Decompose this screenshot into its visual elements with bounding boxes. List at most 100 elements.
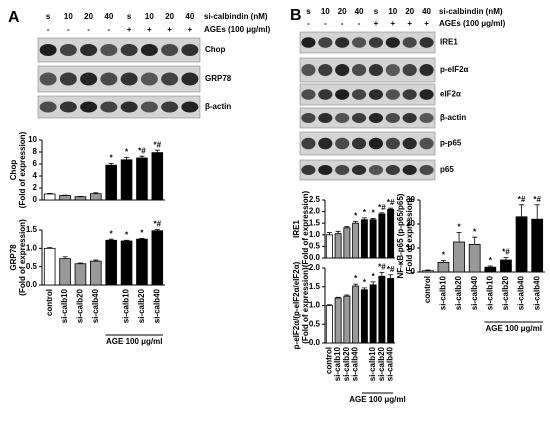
blot-label: GRP78 <box>205 74 232 83</box>
error-bar <box>154 229 160 231</box>
y-axis-label: GRP78 <box>9 244 18 271</box>
error-bar <box>108 238 114 241</box>
annotation: *# <box>502 248 510 257</box>
lane-label: 10 <box>388 7 397 16</box>
bar <box>59 195 71 201</box>
error-bar <box>344 226 350 228</box>
blot-band <box>181 44 199 56</box>
lane-label: + <box>407 19 412 28</box>
x-tick-label: si-calb20 <box>342 346 351 381</box>
lane-label: 20 <box>338 7 347 16</box>
lane-label: - <box>341 19 344 28</box>
blot-label: p-eIF2α <box>440 65 469 74</box>
blot-band <box>351 89 367 100</box>
bar <box>120 240 133 286</box>
blot-band <box>335 137 350 150</box>
annotation: *# <box>518 195 526 204</box>
error-bar <box>361 287 367 290</box>
blot-band <box>39 72 57 86</box>
y-tick-label: 0.0 <box>309 253 321 262</box>
lane-label: 40 <box>422 7 431 16</box>
blot-band <box>402 113 417 123</box>
x-tick-label: si-calb20 <box>377 346 386 381</box>
blot-band <box>100 44 118 56</box>
bar <box>468 243 481 273</box>
blot-band <box>351 64 367 76</box>
lane-label: 20 <box>84 12 93 21</box>
x-tick-label: si-calb40 <box>532 275 541 310</box>
bar <box>151 152 164 201</box>
blot-label: IRE1 <box>440 38 458 47</box>
blot-band <box>351 113 367 123</box>
y-tick-label: 0.0 <box>26 280 38 289</box>
blot-band <box>385 37 400 48</box>
blot-label: Chop <box>205 45 226 54</box>
bar <box>343 227 351 259</box>
lane-label: 20 <box>165 12 174 21</box>
blot-band <box>419 64 434 76</box>
annotation: * <box>125 230 129 239</box>
x-tick-label: si-calb20 <box>501 275 510 310</box>
blot-band <box>59 101 77 113</box>
y-axis-label: (Fold of expression) <box>18 219 27 296</box>
blot-band <box>80 101 98 113</box>
bar <box>515 216 528 273</box>
blot-band <box>368 64 384 76</box>
lane-label: s <box>374 7 379 16</box>
blot-band <box>161 44 179 56</box>
lane-label: s <box>306 7 311 16</box>
bar <box>387 278 395 344</box>
bar <box>136 238 148 286</box>
blot <box>299 83 436 106</box>
blot-band <box>301 113 316 123</box>
error-bar <box>93 259 99 262</box>
blot-label: p65 <box>440 165 454 174</box>
blot-band <box>301 89 316 100</box>
blot-band <box>161 72 179 86</box>
error-bar <box>154 149 160 153</box>
blot-band <box>335 113 350 123</box>
y-tick-label: 2 <box>33 183 38 192</box>
error-bar <box>344 294 350 297</box>
bar <box>369 284 377 344</box>
blot-band <box>301 37 316 48</box>
lane-label: s <box>46 12 51 21</box>
bar <box>43 193 56 201</box>
error-bar <box>124 239 130 241</box>
error-bar <box>139 238 145 240</box>
bar <box>387 208 395 259</box>
lane-label: + <box>127 25 132 34</box>
annotation: * <box>489 256 493 265</box>
bar <box>334 233 342 259</box>
blot-band <box>402 137 417 150</box>
y-tick-label: 0 <box>33 195 38 204</box>
error-bar <box>519 204 525 217</box>
error-bar <box>456 232 462 242</box>
y-tick-label: 0.5 <box>309 319 321 328</box>
y-tick-label: 1.0 <box>309 230 321 239</box>
x-tick-label: si-calb40 <box>470 275 479 310</box>
lane-label: - <box>108 25 111 34</box>
bar <box>90 260 102 286</box>
blot-band <box>385 64 400 76</box>
annotation: * <box>363 278 367 287</box>
bar <box>343 295 351 344</box>
bar <box>90 193 102 201</box>
blot-band <box>39 101 57 113</box>
y-tick-label: 1.0 <box>26 243 38 252</box>
error-bar <box>503 257 509 260</box>
lane-label: 10 <box>145 12 154 21</box>
annotation: * <box>354 211 358 220</box>
error-bar <box>93 192 99 194</box>
blot-band <box>402 64 417 76</box>
error-bar <box>335 296 341 298</box>
annotation: * <box>110 154 114 163</box>
blot-band <box>318 165 333 175</box>
bar <box>74 196 87 201</box>
blot-band <box>335 165 350 175</box>
bar <box>484 266 497 273</box>
y-tick-label: 0 <box>411 267 416 276</box>
annotation: *# <box>387 198 395 207</box>
blot-band <box>419 113 434 123</box>
lane-label: - <box>67 25 70 34</box>
